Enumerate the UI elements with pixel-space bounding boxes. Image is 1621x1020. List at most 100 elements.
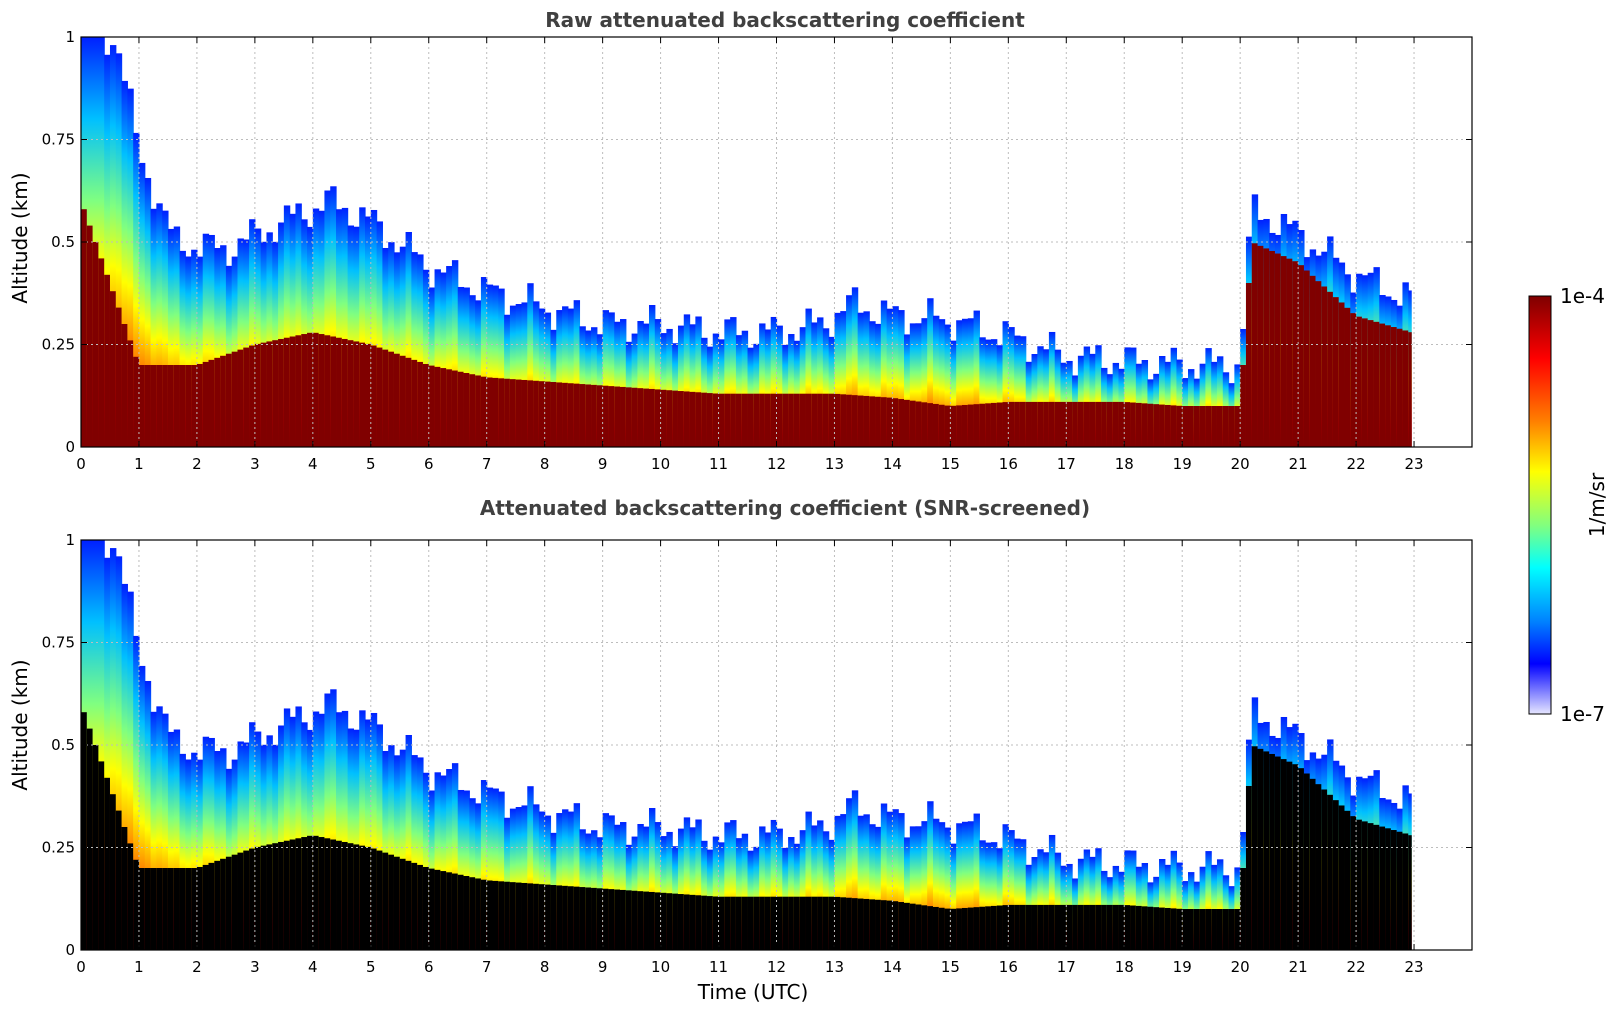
profile-column	[996, 848, 1004, 950]
saturated-core	[1037, 401, 1044, 447]
x-tick-label: 6	[424, 958, 434, 976]
profile-column	[440, 272, 447, 447]
x-axis: 0 1 2 3 4 5 6 7 8 9 10 11 12 13 14 15 16 17 18 19 20 21 22 23	[76, 37, 1424, 473]
profile-column	[741, 330, 749, 447]
saturated-core	[817, 393, 824, 447]
profile-column	[446, 769, 453, 950]
saturated-core	[828, 896, 836, 950]
x-tick-label: 16	[999, 958, 1018, 976]
profile-column	[1054, 349, 1062, 447]
saturated-core	[643, 388, 650, 447]
saturated-core	[596, 385, 604, 447]
profile-column	[614, 321, 621, 447]
saturated-core	[1188, 406, 1195, 447]
x-tick-label: 2	[192, 958, 202, 976]
profile-column	[492, 285, 499, 447]
saturated-core	[150, 365, 157, 447]
profile-column	[788, 334, 795, 447]
profile-column	[173, 226, 181, 447]
saturated-core	[1396, 328, 1404, 447]
profile-column	[1176, 359, 1183, 447]
profile-column	[191, 752, 198, 950]
saturated-core	[973, 404, 980, 447]
profile-column	[278, 222, 285, 447]
profile-column	[921, 821, 928, 950]
profile-column	[196, 256, 204, 447]
profile-column	[411, 252, 418, 447]
saturated-core	[944, 405, 951, 447]
profile-column	[1211, 361, 1218, 447]
saturated-core	[156, 365, 163, 447]
saturated-core	[1321, 789, 1328, 950]
y-axis: 0 0.25 0.5 0.75 1	[42, 28, 1472, 456]
saturated-core	[364, 343, 372, 447]
saturated-core	[996, 402, 1004, 447]
profile-column	[527, 786, 534, 950]
saturated-core	[1205, 909, 1212, 950]
saturated-core	[121, 324, 128, 447]
saturated-core	[1037, 904, 1044, 950]
saturated-core	[150, 868, 157, 950]
profile-column	[932, 315, 940, 447]
saturated-core	[1327, 794, 1334, 950]
saturated-core	[1350, 313, 1357, 447]
profile-column	[1205, 348, 1212, 447]
saturated-core	[886, 900, 894, 950]
x-tick-label: 13	[825, 958, 844, 976]
profile-column	[127, 88, 134, 447]
saturated-core	[382, 349, 389, 447]
saturated-core	[237, 349, 244, 447]
profile-column	[104, 557, 111, 950]
saturated-core	[220, 858, 227, 950]
profile-column	[1014, 838, 1021, 950]
profile-column	[1176, 862, 1183, 950]
profile-column	[648, 305, 656, 447]
profile-column	[509, 305, 517, 447]
saturated-core	[1222, 406, 1230, 447]
profile-column	[904, 837, 911, 950]
profile-column	[886, 811, 894, 950]
profile-column	[393, 252, 401, 447]
profile-column	[1216, 859, 1224, 950]
profile-column	[904, 334, 911, 447]
saturated-core	[712, 896, 720, 950]
saturated-core	[81, 712, 88, 950]
saturated-core	[1153, 404, 1160, 447]
saturated-core	[185, 868, 192, 950]
profile-column	[822, 831, 830, 950]
saturated-core	[1025, 401, 1033, 447]
profile-column	[1095, 345, 1102, 447]
saturated-core	[701, 392, 708, 447]
profile-column	[880, 803, 888, 950]
saturated-core	[1141, 403, 1149, 447]
saturated-core	[86, 728, 94, 950]
grid-lines	[81, 37, 1472, 447]
saturated-core	[469, 877, 476, 950]
profile-column	[1089, 353, 1096, 447]
profile-column	[695, 819, 702, 950]
profile-column	[654, 822, 662, 950]
profile-column	[457, 286, 465, 447]
saturated-core	[1373, 824, 1380, 950]
heatmap-area	[81, 37, 1412, 448]
saturated-core	[1159, 404, 1166, 447]
saturated-core	[393, 353, 401, 447]
saturated-core	[231, 854, 239, 950]
profile-column	[643, 323, 650, 447]
saturated-core	[1222, 909, 1230, 950]
x-tick-label: 19	[1173, 958, 1192, 976]
profile-column	[654, 319, 662, 447]
saturated-core	[1014, 904, 1021, 950]
saturated-core	[689, 894, 696, 950]
saturated-core	[562, 382, 569, 447]
saturated-core	[614, 889, 621, 950]
profile-column	[817, 820, 824, 950]
saturated-core	[660, 892, 667, 950]
profile-column	[336, 712, 343, 950]
saturated-core	[498, 881, 505, 950]
profile-column	[608, 815, 615, 950]
profile-column	[1043, 349, 1050, 447]
chart-title: Attenuated backscattering coefficient (S…	[480, 496, 1090, 520]
profile-column	[162, 713, 169, 950]
